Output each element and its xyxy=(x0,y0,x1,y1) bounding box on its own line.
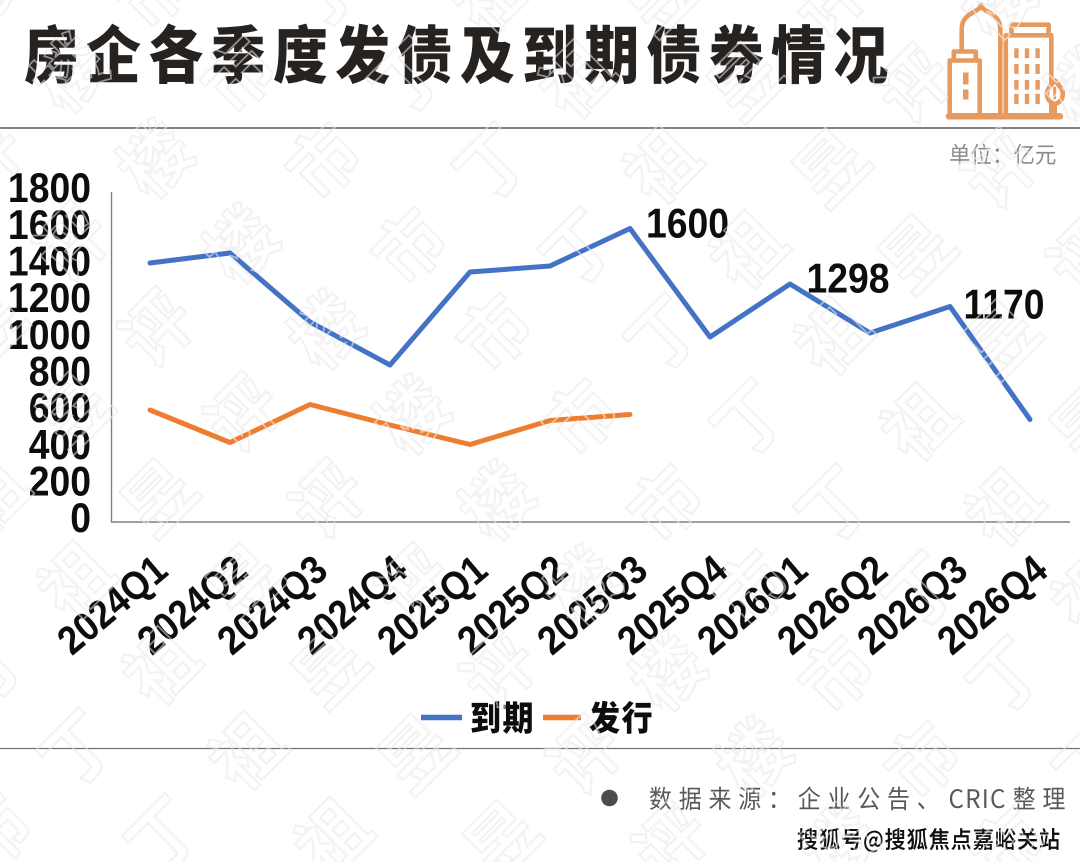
svg-text:800: 800 xyxy=(29,349,91,395)
svg-text:1800: 1800 xyxy=(8,165,91,211)
svg-text:0: 0 xyxy=(70,495,91,541)
svg-text:1298: 1298 xyxy=(806,256,889,302)
svg-text:400: 400 xyxy=(29,422,91,468)
svg-text:1200: 1200 xyxy=(8,275,91,321)
svg-text:200: 200 xyxy=(29,459,91,505)
